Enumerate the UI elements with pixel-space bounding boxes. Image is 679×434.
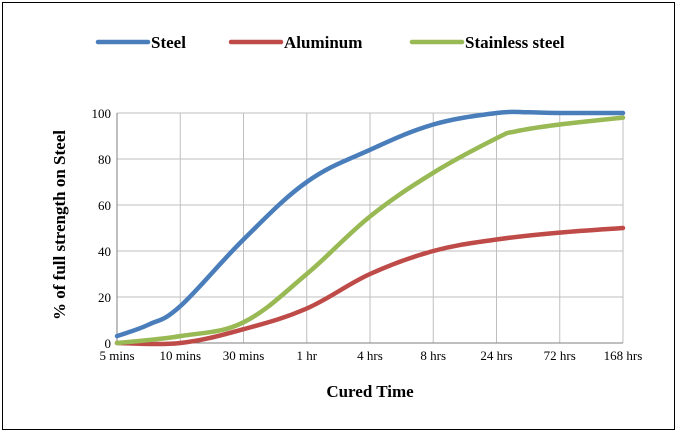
series-lines	[114, 109, 626, 347]
series-line-aluminum	[114, 225, 626, 347]
y-tick-labels: 0 20 40 60 80 100	[92, 106, 112, 351]
y-tick-label: 0	[105, 336, 112, 351]
legend-label: Aluminum	[284, 33, 362, 52]
legend-item: Aluminum	[228, 33, 362, 52]
x-tick-label: 4 hrs	[357, 348, 383, 363]
x-axis-title: Cured Time	[326, 382, 414, 401]
y-axis-title: % of full strength on Steel	[50, 130, 69, 320]
x-tick-label: 72 hrs	[544, 348, 576, 363]
legend: Steel Aluminum Stainless steel	[95, 33, 565, 52]
x-tick-label: 30 mins	[223, 348, 265, 363]
y-tick-label: 80	[98, 152, 111, 167]
x-tick-label: 168 hrs	[604, 348, 643, 363]
y-tick-label: 40	[98, 244, 111, 259]
x-tick-label: 10 mins	[159, 348, 201, 363]
x-tick-labels: 5 mins 10 mins 30 mins 1 hr 4 hrs 8 hrs 24 hrs…	[99, 348, 642, 363]
legend-label: Stainless steel	[465, 33, 565, 52]
series-line-stainless-steel	[114, 115, 626, 346]
y-tick-label: 60	[98, 198, 111, 213]
x-tick-label: 1 hr	[296, 348, 317, 363]
x-tick-label: 5 mins	[99, 348, 134, 363]
legend-item: Steel	[95, 33, 186, 52]
legend-item: Stainless steel	[409, 33, 565, 52]
y-tick-label: 100	[92, 106, 112, 121]
axes	[116, 113, 623, 344]
series-line-steel	[114, 109, 626, 339]
legend-label: Steel	[151, 33, 186, 52]
x-tick-label: 24 hrs	[480, 348, 512, 363]
y-tick-label: 20	[98, 290, 111, 305]
x-tick-label: 8 hrs	[420, 348, 446, 363]
chart-frame	[2, 2, 675, 430]
